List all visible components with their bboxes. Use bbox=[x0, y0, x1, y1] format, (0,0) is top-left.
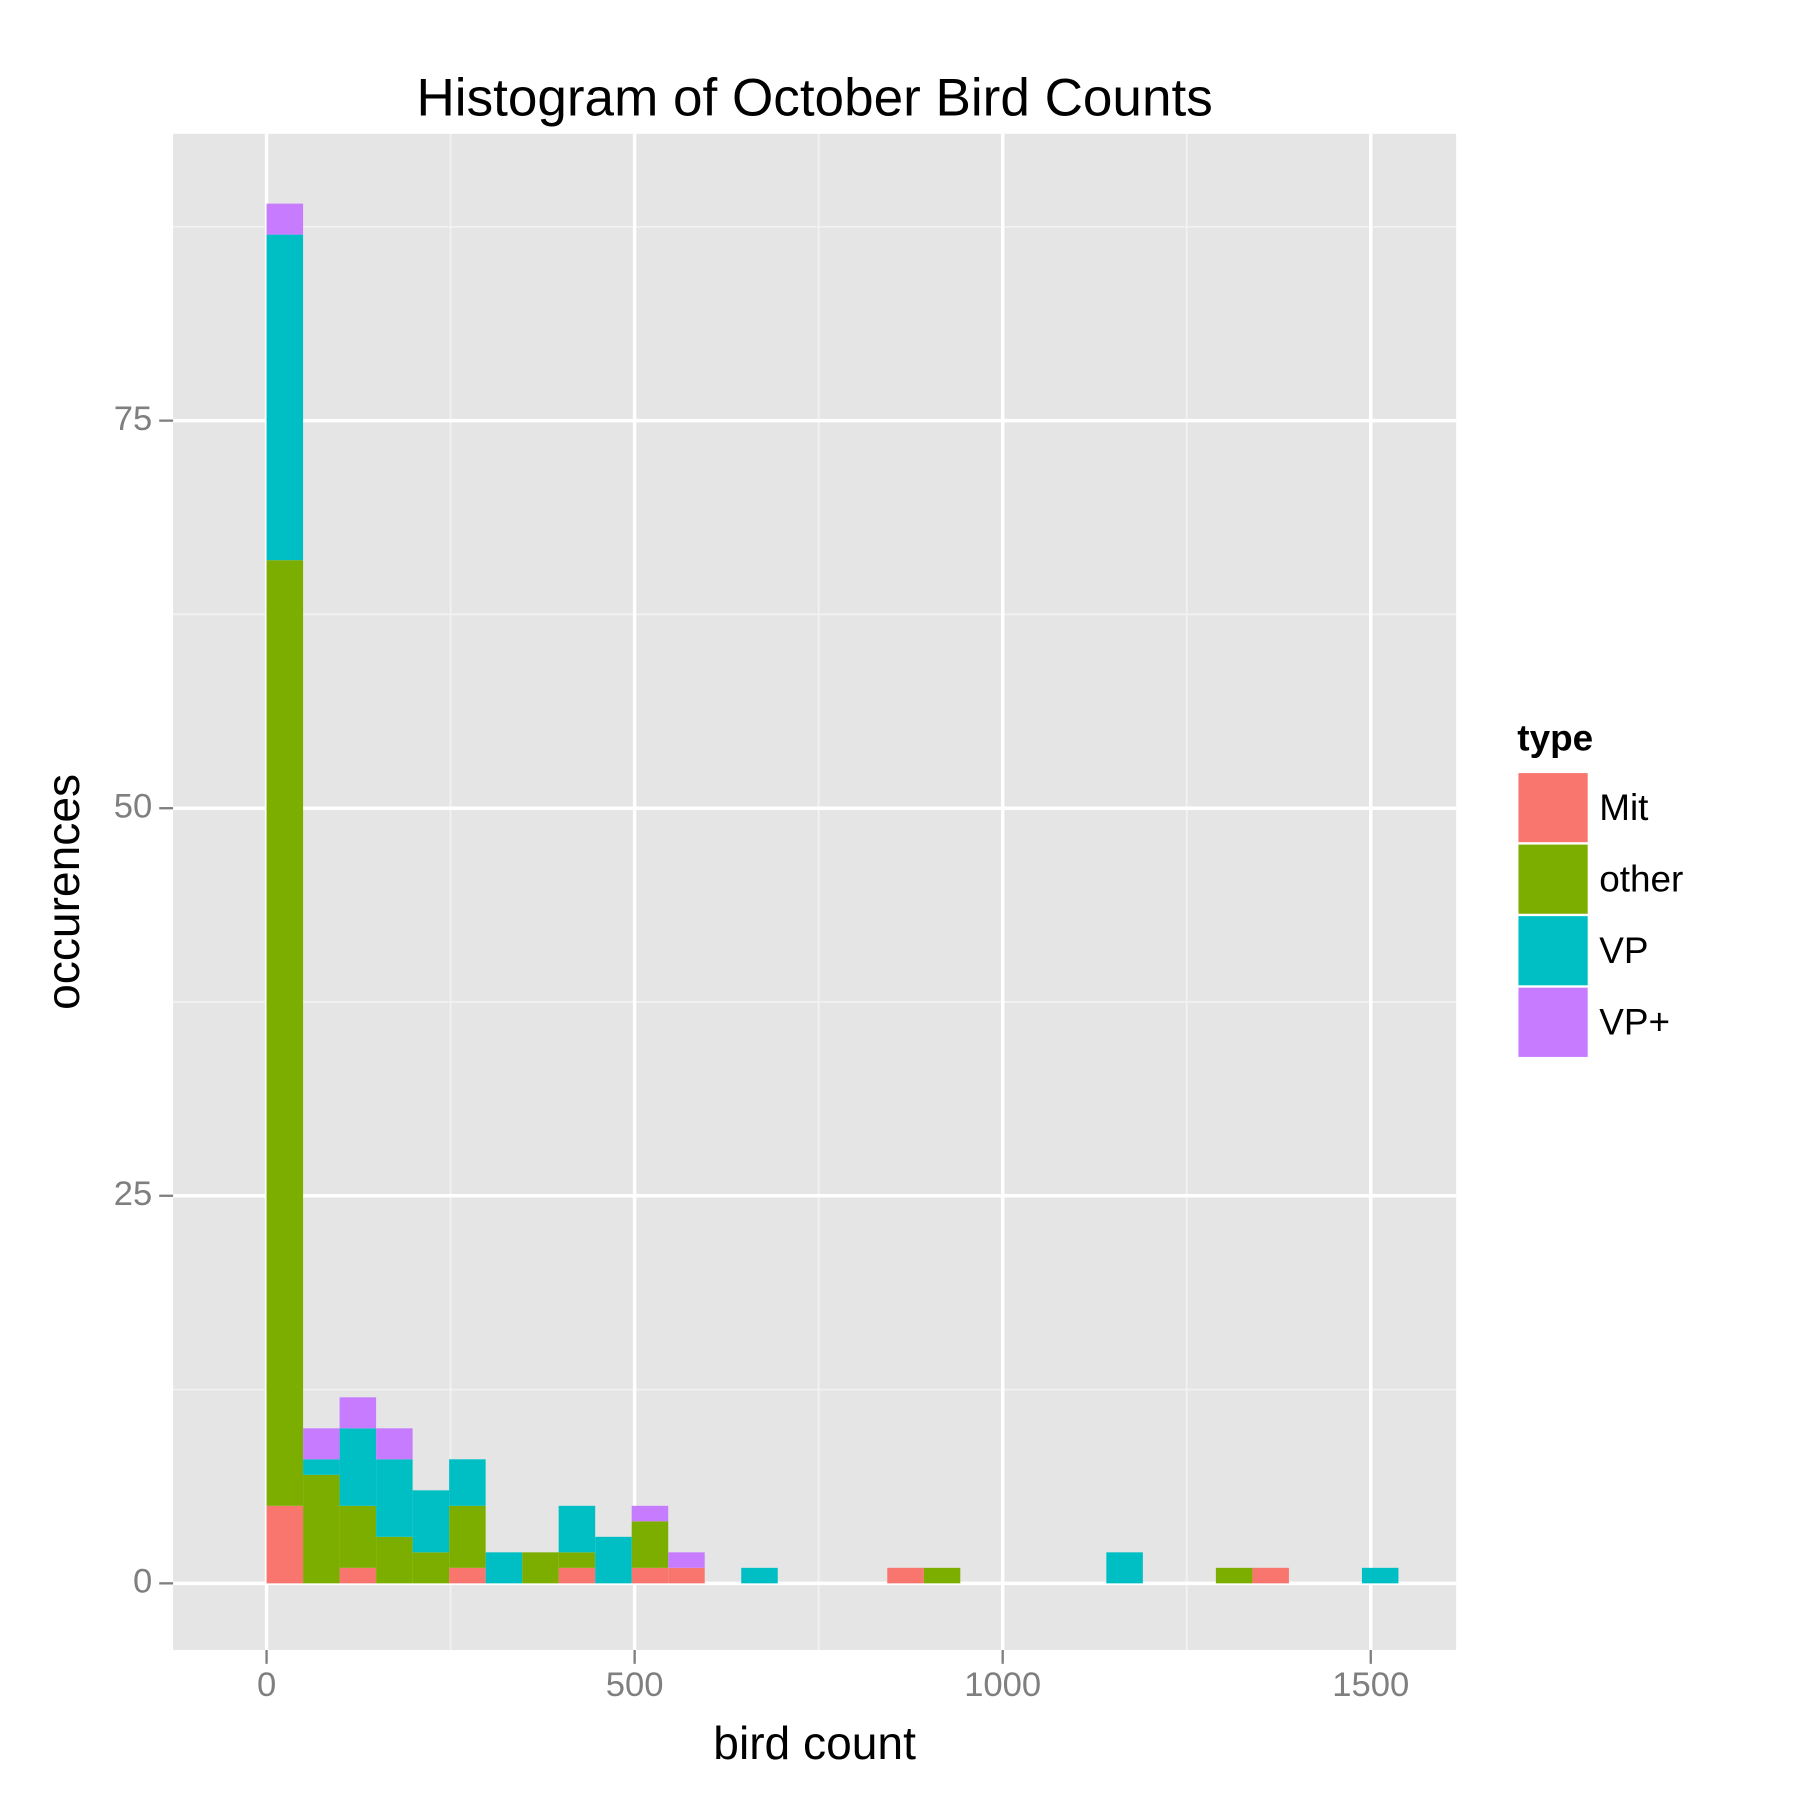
bar bbox=[887, 1567, 924, 1584]
bar bbox=[1252, 1567, 1289, 1584]
y-axis-label: occurences bbox=[37, 774, 89, 1010]
y-tick-label: 25 bbox=[114, 1175, 152, 1213]
legend-key bbox=[1516, 770, 1590, 845]
bar bbox=[266, 203, 304, 235]
panel bbox=[173, 133, 1457, 1650]
bar bbox=[376, 1428, 413, 1460]
bar bbox=[303, 1474, 340, 1584]
bar bbox=[266, 560, 304, 1506]
bar bbox=[376, 1459, 413, 1537]
bar bbox=[266, 1505, 304, 1584]
bar bbox=[668, 1567, 705, 1584]
bar bbox=[558, 1552, 596, 1568]
legend-key bbox=[1516, 985, 1590, 1060]
legend-label: other bbox=[1599, 858, 1683, 899]
bar bbox=[339, 1505, 377, 1568]
x-tick-label: 500 bbox=[606, 1666, 664, 1704]
legend-title: type bbox=[1517, 718, 1593, 759]
bar bbox=[303, 1459, 340, 1475]
bar bbox=[412, 1552, 450, 1584]
bar bbox=[558, 1567, 596, 1584]
bar bbox=[1215, 1567, 1253, 1584]
legend-label: VP bbox=[1599, 930, 1648, 971]
bar bbox=[376, 1536, 413, 1584]
bar bbox=[449, 1505, 486, 1568]
bar bbox=[412, 1490, 450, 1553]
y-tick-label: 50 bbox=[114, 787, 152, 825]
bar bbox=[266, 234, 304, 561]
bar bbox=[339, 1567, 377, 1584]
bar bbox=[485, 1552, 523, 1584]
bar bbox=[449, 1567, 486, 1584]
bar bbox=[558, 1505, 596, 1553]
chart-title: Histogram of October Bird Counts bbox=[416, 69, 1212, 128]
legend-key bbox=[1516, 913, 1590, 988]
bar bbox=[923, 1567, 961, 1584]
bar bbox=[741, 1567, 778, 1584]
legend-label: Mit bbox=[1599, 787, 1648, 828]
bar bbox=[449, 1459, 486, 1506]
bar bbox=[631, 1521, 669, 1568]
x-tick-label: 1500 bbox=[1332, 1666, 1409, 1704]
y-tick-label: 75 bbox=[114, 400, 152, 438]
bar bbox=[339, 1397, 377, 1429]
bar bbox=[522, 1552, 559, 1584]
y-tick-label: 0 bbox=[133, 1562, 152, 1600]
bar bbox=[595, 1536, 632, 1584]
legend-label: VP+ bbox=[1599, 1001, 1670, 1042]
bar bbox=[668, 1552, 705, 1568]
bar bbox=[631, 1505, 669, 1522]
legend-key bbox=[1516, 842, 1590, 917]
bar bbox=[303, 1428, 340, 1460]
x-tick-label: 0 bbox=[257, 1666, 276, 1704]
bar bbox=[1361, 1567, 1399, 1584]
x-axis-label: bird count bbox=[713, 1717, 916, 1769]
bar bbox=[1106, 1552, 1143, 1584]
x-tick-label: 1000 bbox=[964, 1666, 1041, 1704]
bar bbox=[339, 1428, 377, 1506]
bar bbox=[631, 1567, 669, 1584]
